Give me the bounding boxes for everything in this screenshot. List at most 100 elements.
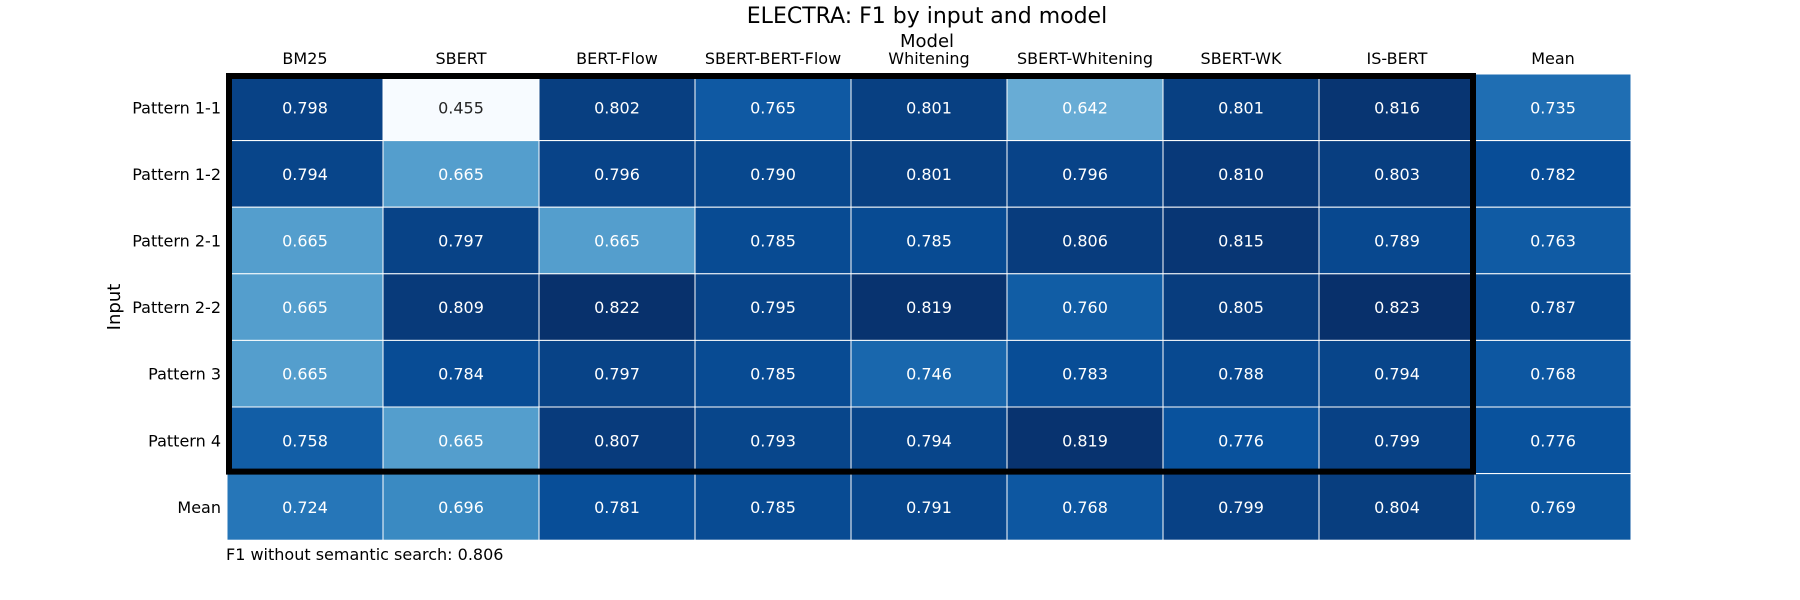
heatmap-cell — [1162, 206, 1320, 275]
column-label: SBERT — [436, 49, 487, 68]
row-label: Pattern 1-1 — [132, 98, 221, 117]
cell-value-label: 0.803 — [1374, 165, 1420, 184]
cell-value-label: 0.665 — [282, 232, 328, 251]
heatmap-cell — [1162, 140, 1320, 208]
cell-value-label: 0.768 — [1530, 365, 1576, 384]
cell-value-label: 0.783 — [1062, 365, 1108, 384]
heatmap-cell — [1006, 473, 1164, 541]
cell-value-label: 0.802 — [594, 98, 640, 117]
heatmap-cell — [1162, 339, 1320, 408]
heatmap-cell — [1006, 206, 1164, 275]
y-axis-label: Input — [104, 284, 125, 331]
cell-value-label: 0.787 — [1530, 298, 1576, 317]
row-labels: Pattern 1-1 Pattern 1-2 Pattern 2-1 Pattern… — [132, 98, 221, 517]
heatmap-cell — [382, 406, 540, 475]
heatmap-cell — [850, 140, 1008, 208]
cell-value-label: 0.794 — [1374, 365, 1420, 384]
cell-value-label: 0.788 — [1218, 365, 1264, 384]
column-label: Mean — [1531, 49, 1575, 68]
footnote: F1 without semantic search: 0.806 — [226, 545, 503, 564]
heatmap-cell — [694, 206, 852, 275]
heatmap-cell — [1474, 73, 1632, 142]
cell-value-label: 0.797 — [594, 365, 640, 384]
column-label: SBERT-WK — [1201, 49, 1282, 68]
heatmap-cell — [1474, 206, 1632, 275]
highlight-box — [226, 73, 1476, 475]
heatmap-cell — [1318, 339, 1476, 408]
heatmap-cell — [1318, 406, 1476, 475]
column-labels: BM25 SBERT BERT-Flow SBERT-BERT-Flow Whiteni… — [282, 49, 1574, 68]
column-label: Whitening — [888, 49, 969, 68]
cell-value-label: 0.801 — [1218, 98, 1264, 117]
row-label: Pattern 2-1 — [132, 232, 221, 251]
heatmap-cell — [1474, 406, 1632, 475]
heatmap-cell — [694, 473, 852, 541]
cell-value-label: 0.665 — [594, 232, 640, 251]
cell-value-label: 0.785 — [750, 232, 796, 251]
heatmap-cell — [850, 273, 1008, 341]
cell-value-label: 0.819 — [906, 298, 952, 317]
row-label: Pattern 2-2 — [132, 298, 221, 317]
cell-value-label: 0.794 — [282, 165, 328, 184]
heatmap-cell — [694, 406, 852, 475]
heatmap-cell — [850, 73, 1008, 142]
cell-value-label: 0.642 — [1062, 98, 1108, 117]
cell-value-label: 0.735 — [1530, 98, 1576, 117]
heatmap-cell — [1318, 73, 1476, 142]
heatmap-cell — [1162, 73, 1320, 142]
cell-value-label: 0.806 — [1062, 232, 1108, 251]
cell-value-label: 0.765 — [750, 98, 796, 117]
column-label: IS-BERT — [1367, 49, 1428, 68]
cell-value-label: 0.804 — [1374, 498, 1420, 517]
heatmap-cell — [1006, 73, 1164, 142]
cell-value-label: 0.758 — [282, 431, 328, 450]
cell-value-label: 0.798 — [282, 98, 328, 117]
heatmap-cell — [850, 406, 1008, 475]
cell-value-label: 0.776 — [1530, 431, 1576, 450]
cell-value-label: 0.665 — [438, 431, 484, 450]
cell-value-label: 0.696 — [438, 498, 484, 517]
chart-title: ELECTRA: F1 by input and model — [747, 4, 1107, 29]
heatmap-cell — [1318, 206, 1476, 275]
row-label: Pattern 4 — [148, 431, 221, 450]
cell-value-label: 0.815 — [1218, 232, 1264, 251]
cell-value-label: 0.784 — [438, 365, 484, 384]
heatmap-cell — [1006, 140, 1164, 208]
heatmap-cell — [1162, 406, 1320, 475]
heatmap-cell — [1162, 273, 1320, 341]
cell-value-label: 0.665 — [438, 165, 484, 184]
cell-value-label: 0.819 — [1062, 431, 1108, 450]
cell-value-label: 0.790 — [750, 165, 796, 184]
cell-value-label: 0.801 — [906, 98, 952, 117]
heatmap-cell — [1006, 406, 1164, 475]
cell-value-label: 0.665 — [282, 298, 328, 317]
cell-value-label: 0.781 — [594, 498, 640, 517]
row-label: Mean — [177, 498, 221, 517]
row-label: Pattern 1-2 — [132, 165, 221, 184]
heatmap-cell — [1318, 273, 1476, 341]
cell-value-label: 0.805 — [1218, 298, 1264, 317]
heatmap-cell — [1474, 140, 1632, 208]
column-label: BERT-Flow — [576, 49, 658, 68]
cell-value-label: 0.785 — [906, 232, 952, 251]
cell-value-label: 0.807 — [594, 431, 640, 450]
cell-value-label: 0.796 — [594, 165, 640, 184]
heatmap-cell — [694, 339, 852, 408]
cell-value-label: 0.785 — [750, 365, 796, 384]
heatmap-cells: 0.798 0.455 0.802 0.765 0.801 0.642 0.801 0.816… — [226, 73, 1632, 541]
heatmap-cell — [226, 140, 384, 208]
heatmap-cell — [538, 406, 696, 475]
cell-value-label: 0.768 — [1062, 498, 1108, 517]
cell-value-label: 0.799 — [1218, 498, 1264, 517]
cell-value-label: 0.785 — [750, 498, 796, 517]
heatmap-cell — [1318, 473, 1476, 541]
heatmap-cell — [226, 206, 384, 275]
cell-value-label: 0.789 — [1374, 232, 1420, 251]
x-axis-label: Model — [900, 31, 954, 52]
heatmap-cell — [694, 73, 852, 142]
cell-value-label: 0.810 — [1218, 165, 1264, 184]
cell-value-label: 0.799 — [1374, 431, 1420, 450]
cell-value-label: 0.823 — [1374, 298, 1420, 317]
heatmap-cell — [850, 473, 1008, 541]
heatmap-cell — [226, 273, 384, 341]
